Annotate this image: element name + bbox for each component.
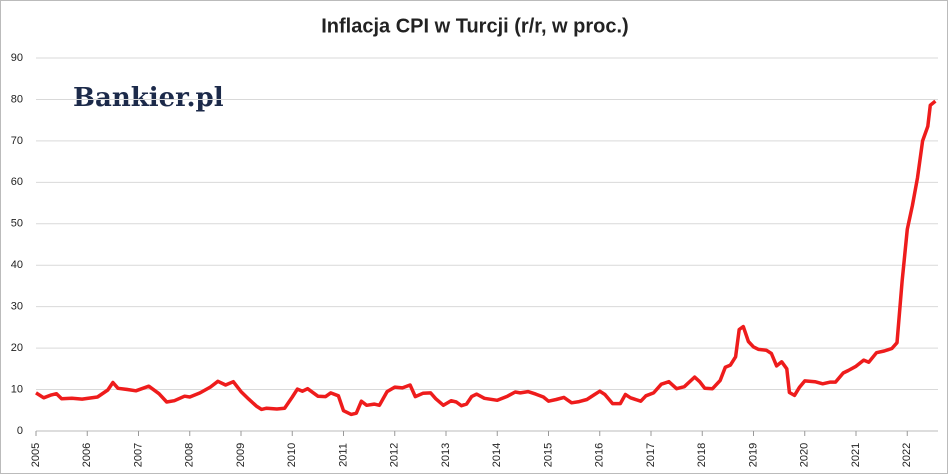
- x-tick-label: 2008: [184, 443, 196, 467]
- x-tick-label: 2019: [747, 443, 759, 467]
- x-tick-label: 2015: [542, 443, 554, 467]
- x-tick-label: 2011: [337, 443, 349, 467]
- x-tick-label: 2017: [645, 443, 657, 467]
- x-tick-label: 2010: [286, 443, 298, 467]
- x-tick-label: 2016: [594, 443, 606, 467]
- y-tick-label: 30: [11, 301, 23, 313]
- x-tick-label: 2018: [696, 443, 708, 467]
- x-tick-label: 2013: [440, 443, 452, 467]
- x-tick-label: 2006: [81, 443, 93, 467]
- x-tick-label: 2012: [389, 443, 401, 467]
- x-tick-label: 2007: [132, 443, 144, 467]
- chart-title: Inflacja CPI w Turcji (r/r, w proc.): [321, 15, 628, 37]
- x-tick-label: 2020: [799, 443, 811, 467]
- y-tick-label: 60: [11, 176, 23, 188]
- x-tick-label: 2009: [235, 443, 247, 467]
- y-tick-label: 10: [11, 383, 23, 395]
- x-tick-label: 2021: [850, 443, 862, 467]
- y-tick-label: 40: [11, 259, 23, 271]
- y-tick-label: 70: [11, 135, 23, 147]
- x-tick-label: 2014: [491, 443, 503, 467]
- x-tick-label: 2022: [901, 443, 913, 467]
- y-tick-label: 0: [17, 425, 23, 437]
- y-tick-label: 20: [11, 342, 23, 354]
- brand-logo: Bankier.pl: [73, 83, 224, 113]
- y-tick-label: 50: [11, 218, 23, 230]
- x-tick-label: 2005: [30, 443, 42, 467]
- y-tick-label: 90: [11, 52, 23, 64]
- line: [35, 99, 937, 417]
- y-tick-label: 80: [11, 93, 23, 105]
